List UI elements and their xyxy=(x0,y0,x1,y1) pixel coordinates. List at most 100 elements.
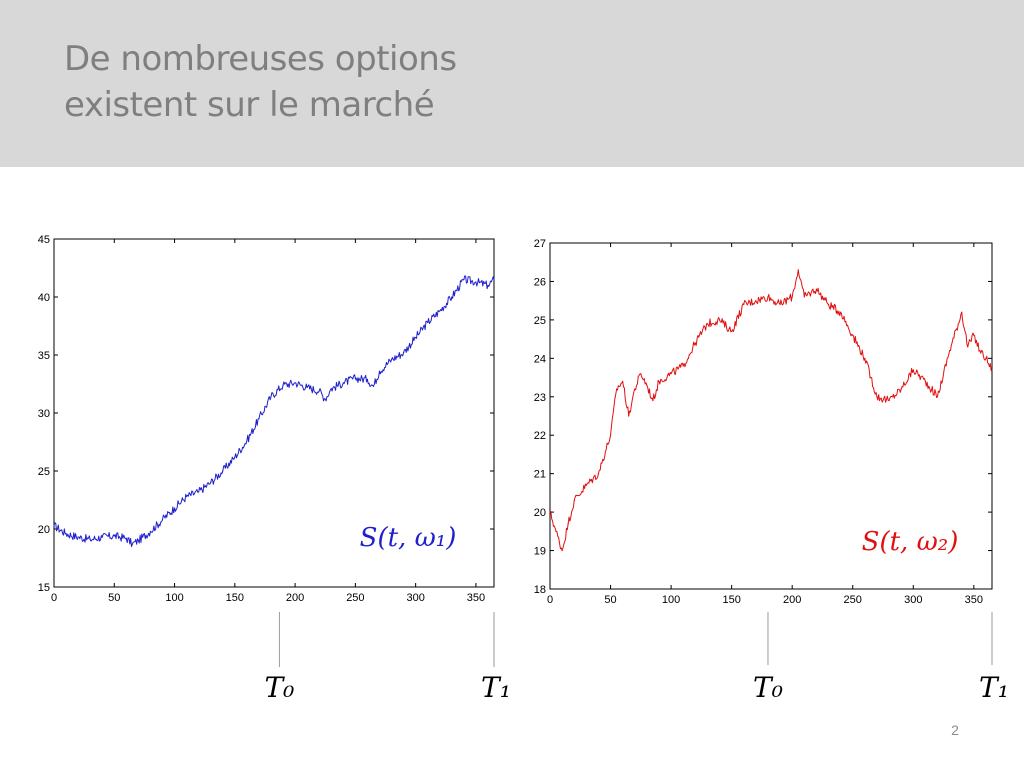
data-point xyxy=(876,396,878,398)
data-point xyxy=(390,359,393,361)
x-tick-label: 50 xyxy=(604,594,616,606)
data-point xyxy=(113,535,115,537)
data-point xyxy=(622,380,624,382)
data-point xyxy=(755,300,757,302)
data-point xyxy=(949,350,951,352)
y-tick-label: 20 xyxy=(534,507,546,519)
data-point xyxy=(53,524,55,527)
data-point xyxy=(979,350,981,352)
data-point xyxy=(567,523,569,525)
slide-title-line-2: existent sur le marché xyxy=(64,85,435,125)
data-point xyxy=(658,380,660,382)
y-tick-label: 45 xyxy=(38,234,50,246)
data-point xyxy=(555,530,557,532)
x-tick-label: 50 xyxy=(108,592,120,604)
title-banner: De nombreuses options existent sur le ma… xyxy=(0,0,1024,167)
y-tick-label: 23 xyxy=(534,392,546,404)
marker-label: T₁ xyxy=(481,671,511,704)
data-point xyxy=(718,319,721,321)
data-point xyxy=(65,533,67,535)
data-point xyxy=(803,296,805,298)
series-line-0-0 xyxy=(53,275,495,548)
data-point xyxy=(282,384,284,386)
y-tick-label: 25 xyxy=(534,315,546,327)
data-point xyxy=(402,352,405,354)
y-tick-label: 25 xyxy=(38,466,50,478)
data-point xyxy=(573,499,575,502)
series-label: S(t, ω₂) xyxy=(862,527,959,557)
data-point xyxy=(936,396,939,398)
data-point xyxy=(791,296,793,298)
slide-title-line-1: De nombreuses options xyxy=(64,39,457,79)
data-point xyxy=(652,400,654,402)
data-point xyxy=(77,536,79,538)
series-line-1-0 xyxy=(549,269,993,552)
y-tick-label: 22 xyxy=(534,430,546,442)
x-tick-label: 150 xyxy=(226,592,244,604)
x-tick-label: 350 xyxy=(467,592,485,604)
y-tick-label: 21 xyxy=(534,469,546,481)
data-point xyxy=(198,491,200,493)
x-tick-label: 100 xyxy=(165,592,183,604)
marker-label: T₀ xyxy=(264,671,294,704)
data-point xyxy=(318,390,320,392)
data-point xyxy=(210,482,212,484)
data-point xyxy=(306,386,308,389)
series-label: S(t, ω₁) xyxy=(360,523,457,553)
data-point xyxy=(366,378,369,380)
data-point xyxy=(731,330,733,333)
data-point xyxy=(888,400,890,402)
x-tick-label: 0 xyxy=(51,592,57,604)
data-point xyxy=(991,369,993,371)
data-point xyxy=(137,540,139,542)
data-point xyxy=(415,337,417,339)
data-point xyxy=(324,398,326,400)
x-tick-label: 200 xyxy=(783,594,801,606)
data-point xyxy=(840,311,842,313)
data-point xyxy=(89,538,91,541)
data-point xyxy=(258,418,260,420)
data-point xyxy=(372,385,375,387)
plot-frame xyxy=(549,242,993,590)
data-point xyxy=(161,519,164,521)
y-tick-label: 19 xyxy=(534,546,546,558)
y-tick-label: 20 xyxy=(38,524,50,536)
x-tick-label: 350 xyxy=(965,594,983,606)
data-point xyxy=(125,537,127,539)
data-point xyxy=(246,440,248,442)
y-tick-label: 40 xyxy=(38,292,50,304)
data-point xyxy=(973,334,975,336)
y-tick-label: 18 xyxy=(534,584,546,596)
data-point xyxy=(378,370,381,372)
data-point xyxy=(222,470,224,472)
data-point xyxy=(131,543,133,545)
data-point xyxy=(487,284,489,286)
x-tick-label: 150 xyxy=(722,594,740,606)
data-point xyxy=(451,296,453,298)
x-tick-label: 250 xyxy=(844,594,862,606)
data-point xyxy=(924,380,926,382)
data-point xyxy=(985,357,987,359)
x-tick-label: 300 xyxy=(406,592,424,604)
data-point xyxy=(864,357,866,359)
data-point xyxy=(694,342,696,344)
data-point xyxy=(912,369,914,371)
data-point xyxy=(493,279,495,281)
page-number: 2 xyxy=(951,722,959,738)
slide-title: De nombreuses options existent sur le ma… xyxy=(64,36,664,128)
x-tick-label: 200 xyxy=(286,592,304,604)
x-tick-label: 250 xyxy=(346,592,364,604)
data-point xyxy=(961,311,963,313)
data-point xyxy=(634,388,636,390)
data-point xyxy=(682,365,684,367)
data-point xyxy=(234,456,236,458)
data-point xyxy=(815,288,818,290)
y-tick-label: 15 xyxy=(38,582,50,594)
data-point xyxy=(706,323,709,325)
data-point xyxy=(173,507,176,509)
y-tick-label: 24 xyxy=(534,353,546,365)
data-point xyxy=(585,484,587,486)
data-point xyxy=(967,346,969,348)
marker-label: T₀ xyxy=(753,671,783,704)
